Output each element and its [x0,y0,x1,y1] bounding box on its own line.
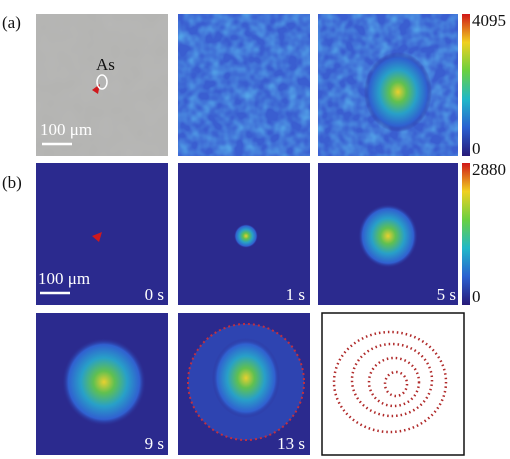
colorbar-min: 0 [472,287,481,306]
figure: (a) As 100 μm 4095 0 (b) 100 μm 2880 0 0… [0,0,510,459]
panel-a-fluorescence-2 [318,14,458,156]
colorbar-a [462,14,470,156]
scale-bar-label: 100 μm [40,120,92,139]
colorbar-max: 4095 [472,11,506,30]
annotation: As [96,55,115,74]
time-label: 5 s [437,285,456,304]
colorbar-max: 2880 [472,160,506,179]
colorbar-min: 0 [472,139,481,158]
panel-a-fluorescence-1 [178,14,310,156]
wave-blob [234,224,258,248]
time-label: 13 s [277,434,305,453]
colorbar-b [462,163,470,305]
spiral-trace [322,313,464,455]
panel-label: (a) [2,13,21,32]
time-label: 9 s [145,434,164,453]
time-label: 1 s [286,285,305,304]
wave-core [212,338,280,418]
wave-blob [358,204,418,268]
panel-label: (b) [2,173,22,192]
wave-blob [62,338,146,426]
time-label: 0 s [145,285,164,304]
scale-bar-label: 100 μm [38,269,90,288]
